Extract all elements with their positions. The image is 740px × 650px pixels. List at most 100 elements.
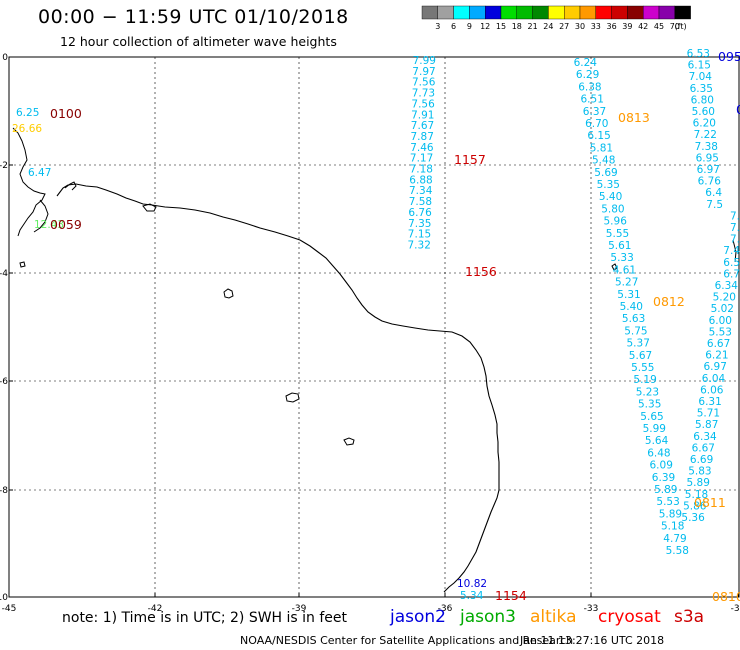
coastline-west: [12, 127, 46, 237]
wave-height-value: 6.7: [723, 268, 740, 280]
wave-height-value: 5.86: [683, 500, 707, 512]
wave-height-value: 12.43: [34, 219, 64, 231]
wave-height-value: 6.53: [687, 48, 710, 60]
wave-height-value: 7.: [730, 234, 740, 246]
wave-height-value: 5.40: [599, 191, 622, 203]
wave-height-value: 6.06: [700, 384, 724, 396]
legend-jason3: jason3: [460, 607, 516, 627]
wave-height-value: 7.56: [411, 98, 435, 110]
wave-height-value: 5.18: [685, 489, 708, 501]
wave-height-value: 7.04: [689, 71, 713, 83]
time-label: 0812: [653, 294, 685, 309]
wave-height-value: 7.46: [410, 142, 434, 154]
coast-east-fragment: [732, 239, 737, 263]
legend-cryosat: cryosat: [598, 607, 661, 627]
wave-height-value: 5.99: [643, 423, 666, 435]
axis-ticks: -45 -42 -39 -36 -33 -30 0 -2 -4 -6 -8 -10: [0, 53, 740, 614]
wave-height-value: 7.99: [413, 55, 436, 67]
coastline: [56, 183, 500, 593]
colorbar-swatch: [674, 5, 691, 20]
wave-height-value: 7.67: [411, 120, 434, 132]
wave-height-value: 6.51: [581, 94, 604, 106]
wave-height-value: 5.60: [692, 106, 715, 118]
time-labels: 0100 0059 1157 1156 0813 0812 0811 0810 1154 0959…: [50, 49, 740, 604]
wave-height-value: 5.58: [666, 545, 689, 557]
colorbar-swatch: [595, 5, 612, 20]
legend-jason2: jason2: [390, 607, 446, 627]
wave-height-value: 7.91: [411, 109, 434, 121]
wave-height-value: 6.70: [585, 118, 608, 130]
legend-altika: altika: [530, 607, 577, 627]
wave-height-value: 5.31: [617, 289, 640, 301]
colorbar-tick-label: 42: [638, 22, 648, 31]
wave-height-value: 6.5: [723, 257, 740, 269]
wave-height-value: 6.39: [652, 472, 675, 484]
wave-height-value: 5.18: [661, 521, 684, 533]
wave-height-value: 5.63: [622, 313, 645, 325]
time-label: 0959: [718, 49, 740, 64]
wave-height-value: 6.88: [409, 174, 432, 186]
colorbar-tick-label: 24: [543, 22, 553, 31]
wave-height-value: 5.35: [597, 179, 620, 191]
wave-height-value: 7.32: [408, 239, 431, 251]
colorbar-swatch: [437, 5, 454, 20]
wave-height-value: 6.97: [704, 361, 727, 373]
wave-height-value: 6.38: [578, 81, 601, 93]
colorbar-tick-label: 6: [451, 22, 456, 31]
colorbar-swatch: [469, 5, 486, 20]
wave-height-value: 6.29: [576, 69, 599, 81]
wave-height-value: 7.73: [412, 88, 435, 100]
wave-height-value: 7.22: [694, 129, 717, 141]
wave-height-value: 6.97: [697, 164, 720, 176]
wave-height-value: 7.58: [409, 196, 432, 208]
y-tick-label: -6: [0, 377, 8, 387]
y-tick-label: -4: [0, 269, 8, 279]
wave-height-value: 6.34: [693, 431, 717, 443]
wave-height-value: 7.87: [411, 131, 434, 143]
wave-height-value: 5.71: [697, 408, 720, 420]
map-title: 00:00 − 11:59 UTC 01/10/2018: [38, 6, 349, 28]
wave-height-value: 7.38: [695, 141, 718, 153]
altimeter-tracks: 7.997.977.567.737.567.917.677.877.467.17…: [12, 48, 740, 602]
colorbar-tick-label: 9: [467, 22, 472, 31]
wave-height-value: 7.18: [410, 164, 433, 176]
colorbar-tick-label: 30: [575, 22, 585, 31]
wave-height-value: 5.35: [638, 399, 661, 411]
colorbar-tick-label: 15: [496, 22, 506, 31]
legend-s3a: s3a: [674, 607, 705, 627]
island: [285, 392, 300, 403]
wave-height-value: 5.80: [601, 203, 624, 215]
wave-height-value: 5.64: [645, 435, 669, 447]
wave-height-value: 7.34: [409, 185, 433, 197]
wave-height-value: 26.66: [12, 123, 42, 135]
wave-height-value: 6.67: [692, 442, 715, 454]
wave-height-value: 7.56: [412, 77, 436, 89]
wave-height-value: 5.40: [620, 301, 643, 313]
colorbar-swatch: [658, 5, 676, 20]
wave-height-value: 5.81: [590, 142, 613, 154]
credit-line: NOAA/NESDIS Center for Satellite Applica…: [240, 634, 574, 647]
island: [343, 437, 355, 446]
colorbar-tick-label: 3: [435, 22, 440, 31]
coastline-west: [64, 181, 77, 191]
wave-height-value: 7.5: [706, 199, 723, 211]
wave-height-value: 5.53: [656, 496, 679, 508]
colorbar-tick-label: 33: [591, 22, 601, 31]
wave-height-value: 5.48: [592, 155, 615, 167]
wave-height-value: 6.47: [28, 167, 51, 179]
wave-height-value: 5.27: [615, 277, 638, 289]
colorbar-swatch: [421, 5, 439, 20]
wave-height-value: 6.95: [696, 152, 719, 164]
wave-height-value: 7.15: [408, 229, 431, 241]
wave-height-value: 5.83: [688, 466, 711, 478]
time-label: 1154: [495, 588, 527, 603]
wave-height-value: 6.24: [574, 57, 598, 69]
time-label: 1156: [465, 264, 497, 279]
wave-height-value: 6.76: [698, 176, 722, 188]
wave-height-value: 5.02: [711, 303, 734, 315]
time-label: 0811: [694, 495, 726, 510]
map-subtitle: 12 hour collection of altimeter wave hei…: [60, 34, 337, 49]
colorbar-swatch: [564, 5, 581, 20]
wave-height-value: 6.4: [705, 187, 722, 199]
